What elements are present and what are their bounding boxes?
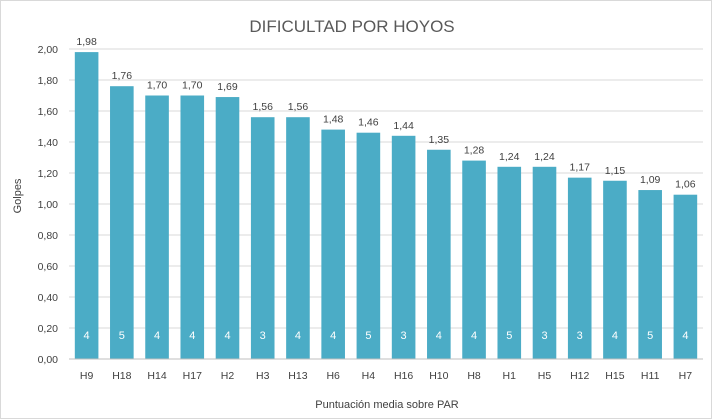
chart-title: DIFICULTAD POR HOYOS: [249, 17, 454, 36]
bar: [321, 129, 345, 359]
x-tick-label: H13: [288, 370, 307, 382]
x-axis-label: Puntuación media sobre PAR: [315, 399, 459, 411]
data-label: 1,06: [675, 179, 696, 191]
bar: [74, 52, 99, 359]
y-tick-label: 1,40: [38, 137, 59, 149]
bar: [250, 117, 275, 359]
data-label: 1,15: [605, 165, 626, 177]
x-tick-label: H8: [467, 370, 481, 382]
x-tick-label: H10: [429, 370, 448, 382]
par-label: 4: [471, 330, 477, 342]
y-tick-label: 1,00: [38, 199, 59, 211]
bar: [391, 135, 416, 359]
y-tick-label: 0,80: [38, 230, 59, 242]
y-tick-label: 2,00: [38, 44, 59, 56]
bar: [286, 117, 310, 359]
bar: [427, 149, 451, 359]
data-label: 1,76: [112, 70, 133, 82]
data-label: 1,56: [288, 101, 309, 113]
par-label: 4: [84, 330, 90, 342]
data-label: 1,44: [393, 120, 414, 132]
bar: [145, 95, 169, 359]
y-tick-label: 0,60: [38, 261, 59, 273]
x-tick-label: H12: [570, 370, 589, 382]
x-tick-label: H2: [221, 370, 235, 382]
data-label: 1,70: [182, 80, 203, 92]
par-label: 5: [119, 330, 125, 342]
x-tick-label: H16: [394, 370, 413, 382]
y-axis-ticks: 0,00 0,20 0,40 0,60 0,80 1,00 1,20 1,40 1,60 1,80…: [38, 44, 59, 366]
x-tick-label: H18: [112, 370, 131, 382]
par-label: 3: [260, 330, 266, 342]
par-label: 4: [295, 330, 301, 342]
bars: 1,98 4 1,76 5 1,70 4 1,70 4 1,69 4 1,56 3 1,56 4 1,48 4…: [74, 36, 698, 360]
par-label: 4: [682, 330, 688, 342]
bar: [110, 86, 134, 359]
x-tick-label: H9: [80, 370, 94, 382]
data-label: 1,35: [429, 134, 450, 146]
data-label: 1,98: [76, 36, 97, 48]
data-label: 1,24: [534, 151, 555, 163]
x-tick-label: H3: [256, 370, 270, 382]
bar: [356, 132, 381, 359]
x-tick-label: H6: [326, 370, 340, 382]
bar: [215, 97, 240, 360]
x-tick-label: H17: [183, 370, 202, 382]
par-label: 4: [330, 330, 336, 342]
data-label: 1,69: [217, 81, 238, 93]
par-label: 3: [541, 330, 547, 342]
par-label: 5: [647, 330, 653, 342]
y-tick-label: 1,20: [38, 168, 59, 180]
bar: [567, 177, 592, 359]
par-label: 5: [365, 330, 371, 342]
par-label: 4: [436, 330, 442, 342]
bar: [532, 166, 557, 359]
x-tick-label: H4: [362, 370, 376, 382]
par-label: 5: [506, 330, 512, 342]
bar: [462, 160, 486, 359]
bar: [603, 180, 627, 359]
bar: [497, 166, 522, 359]
y-tick-label: 1,60: [38, 106, 59, 118]
data-label: 1,70: [147, 80, 168, 92]
y-tick-label: 0,00: [38, 354, 59, 366]
x-tick-label: H15: [605, 370, 624, 382]
y-axis-label: Golpes: [12, 178, 24, 213]
x-tick-label: H5: [538, 370, 552, 382]
y-tick-label: 0,40: [38, 292, 59, 304]
par-label: 4: [154, 330, 160, 342]
par-label: 3: [577, 330, 583, 342]
x-tick-label: H1: [503, 370, 517, 382]
gridlines: [69, 48, 703, 329]
x-axis-ticks: H9 H18 H14 H17 H2 H3 H13 H6 H4 H16 H10 H8 H1 H5 H12 H15…: [80, 370, 692, 382]
par-label: 4: [612, 330, 618, 342]
y-tick-label: 0,20: [38, 323, 59, 335]
data-label: 1,48: [323, 114, 344, 126]
bar: [673, 194, 698, 359]
data-label: 1,56: [253, 101, 274, 113]
x-tick-label: H7: [679, 370, 693, 382]
data-label: 1,46: [358, 117, 379, 129]
par-label: 3: [401, 330, 407, 342]
data-label: 1,28: [464, 145, 485, 157]
y-tick-label: 1,80: [38, 75, 59, 87]
data-label: 1,09: [640, 174, 661, 186]
x-tick-label: H11: [641, 370, 660, 382]
bar: [638, 190, 662, 359]
bar: [180, 95, 205, 359]
par-label: 4: [189, 330, 195, 342]
data-label: 1,24: [499, 151, 520, 163]
x-tick-label: H14: [147, 370, 166, 382]
par-label: 4: [224, 330, 230, 342]
data-label: 1,17: [570, 162, 591, 174]
